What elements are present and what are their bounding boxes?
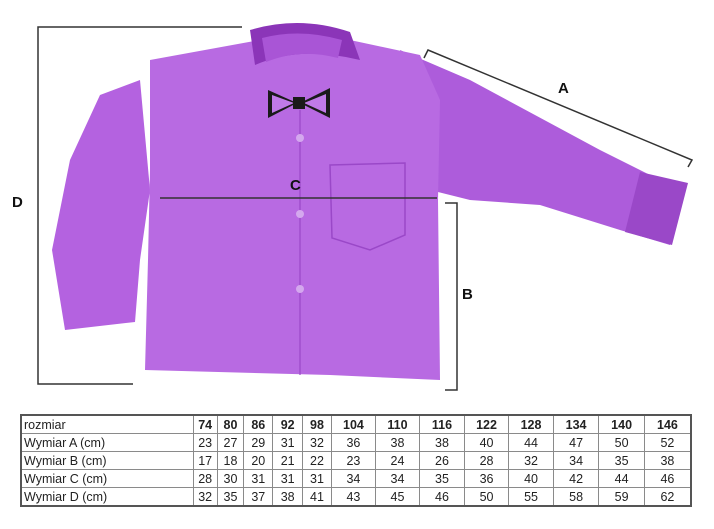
- size-table: rozmiar 74 80 86 92 98 104 110 116 122 128 134 140 14…: [20, 414, 692, 507]
- table-cell: 20: [243, 451, 274, 470]
- size-header: 80: [216, 414, 245, 434]
- size-header: 122: [463, 414, 510, 434]
- table-cell: 47: [552, 433, 600, 452]
- table-cell: 55: [508, 487, 554, 507]
- shirt-body: [145, 40, 440, 380]
- size-header: 134: [552, 414, 600, 434]
- table-cell: 23: [331, 451, 376, 470]
- table-cell: 45: [374, 487, 421, 507]
- button-icon: [296, 134, 304, 142]
- table-cell: 24: [374, 451, 421, 470]
- table-header-row: rozmiar 74 80 86 92 98 104 110 116 122 128 134 140 14…: [20, 414, 692, 434]
- table-row: Wymiar D (cm) 32 35 37 38 41 43 45 46 50 55 58 59 62: [20, 487, 692, 507]
- table-cell: 35: [419, 469, 465, 488]
- table-row: Wymiar A (cm) 23 27 29 31 32 36 38 38 40 44 47 50 52: [20, 433, 692, 452]
- table-cell: 38: [419, 433, 465, 452]
- table-cell: 41: [301, 487, 333, 507]
- table-cell: 40: [508, 469, 554, 488]
- size-header: 116: [419, 414, 465, 434]
- table-cell: 34: [552, 451, 600, 470]
- table-cell: 58: [552, 487, 600, 507]
- table-cell: 38: [643, 451, 692, 470]
- table-cell: 36: [463, 469, 510, 488]
- size-header: 104: [331, 414, 376, 434]
- label-b: B: [462, 286, 473, 303]
- button-icon: [296, 285, 304, 293]
- table-cell: 46: [419, 487, 465, 507]
- row-label: Wymiar A (cm): [20, 433, 194, 452]
- table-cell: 32: [508, 451, 554, 470]
- size-header: 110: [374, 414, 421, 434]
- label-d: D: [12, 194, 23, 211]
- table-cell: 28: [192, 469, 218, 488]
- bowtie-icon: [268, 88, 330, 118]
- table-cell: 35: [216, 487, 245, 507]
- button-icon: [296, 210, 304, 218]
- table-cell: 34: [374, 469, 421, 488]
- table-cell: 27: [216, 433, 245, 452]
- table-cell: 42: [552, 469, 600, 488]
- size-header: 140: [598, 414, 645, 434]
- table-cell: 35: [598, 451, 645, 470]
- table-cell: 23: [192, 433, 218, 452]
- table-cell: 44: [598, 469, 645, 488]
- table-cell: 46: [643, 469, 692, 488]
- shirt-pocket: [329, 162, 406, 251]
- dimension-lines: [37, 26, 694, 391]
- table-cell: 29: [243, 433, 274, 452]
- table-cell: 38: [374, 433, 421, 452]
- row-label: Wymiar C (cm): [20, 469, 194, 488]
- table-cell: 31: [272, 469, 303, 488]
- table-cell: 32: [301, 433, 333, 452]
- shirt-left-sleeve: [52, 80, 150, 330]
- table-cell: 40: [463, 433, 510, 452]
- label-c: C: [290, 177, 301, 194]
- shirt-illustration: [37, 22, 694, 391]
- table-cell: 62: [643, 487, 692, 507]
- table-cell: 37: [243, 487, 274, 507]
- row-label: Wymiar D (cm): [20, 487, 194, 507]
- header-label: rozmiar: [20, 414, 194, 434]
- table-cell: 50: [598, 433, 645, 452]
- table-cell: 31: [301, 469, 333, 488]
- table-cell: 26: [419, 451, 465, 470]
- table-cell: 52: [643, 433, 692, 452]
- table-cell: 18: [216, 451, 245, 470]
- table-row: Wymiar B (cm) 17 18 20 21 22 23 24 26 28 32 34 35 38: [20, 451, 692, 470]
- size-header: 92: [272, 414, 303, 434]
- size-header: 86: [243, 414, 274, 434]
- size-header: 98: [301, 414, 333, 434]
- shirt-cuff: [625, 172, 688, 245]
- table-cell: 59: [598, 487, 645, 507]
- table-cell: 50: [463, 487, 510, 507]
- table-cell: 34: [331, 469, 376, 488]
- dimension-d-line: [37, 26, 242, 385]
- table-cell: 43: [331, 487, 376, 507]
- table-cell: 17: [192, 451, 218, 470]
- table-cell: 28: [463, 451, 510, 470]
- dimension-b-line: [445, 202, 458, 391]
- table-cell: 32: [192, 487, 218, 507]
- size-header: 146: [643, 414, 692, 434]
- table-cell: 21: [272, 451, 303, 470]
- row-label: Wymiar B (cm): [20, 451, 194, 470]
- size-header: 74: [192, 414, 218, 434]
- size-header: 128: [508, 414, 554, 434]
- table-cell: 38: [272, 487, 303, 507]
- table-cell: 31: [272, 433, 303, 452]
- table-cell: 30: [216, 469, 245, 488]
- shirt-collar-inner: [262, 33, 342, 62]
- dimension-a-line: [423, 49, 694, 168]
- label-a: A: [558, 80, 569, 97]
- table-row: Wymiar C (cm) 28 30 31 31 31 34 34 35 36 40 42 44 46: [20, 469, 692, 488]
- table-cell: 22: [301, 451, 333, 470]
- shirt-right-sleeve: [400, 50, 685, 245]
- table-cell: 44: [508, 433, 554, 452]
- table-cell: 36: [331, 433, 376, 452]
- table-cell: 31: [243, 469, 274, 488]
